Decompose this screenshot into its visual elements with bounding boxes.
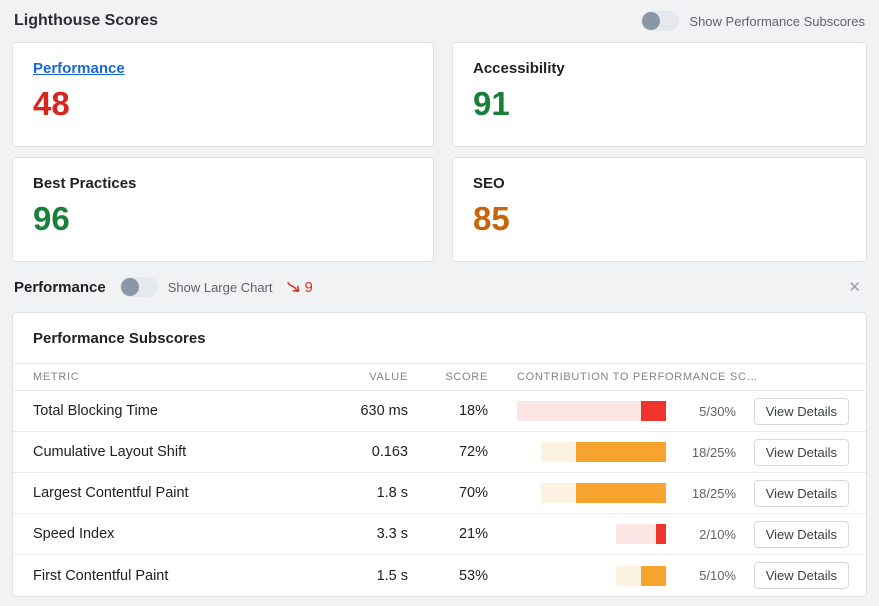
large-chart-toggle-label: Show Large Chart xyxy=(167,279,273,295)
score-card: Accessibility 91 xyxy=(452,42,867,147)
row-action-cell: View Details xyxy=(736,520,866,548)
column-header-value: VALUE xyxy=(369,371,408,383)
table-row: Largest Contentful Paint 1.8 s 70% 18/25… xyxy=(13,473,866,514)
column-header-contribution: CONTRIBUTION TO PERFORMANCE SC… xyxy=(517,371,759,383)
score-card-value: 96 xyxy=(33,200,70,237)
metric-name: First Contentful Paint xyxy=(33,567,169,584)
performance-subscores-card: Performance Subscores METRIC VALUE SCORE… xyxy=(12,312,867,597)
score-card-label: Best Practices xyxy=(33,175,137,192)
score-card-grid: Performance 48 Accessibility 91 Best Pra… xyxy=(0,42,879,262)
trend-value: 9 xyxy=(304,278,313,296)
score-card-value: 48 xyxy=(33,85,70,122)
view-details-button[interactable]: View Details xyxy=(753,562,849,589)
metric-score: 70% xyxy=(458,485,488,501)
contribution-bar-fill xyxy=(576,483,666,503)
contribution-label: 5/30% xyxy=(699,403,736,419)
view-details-button[interactable]: View Details xyxy=(753,397,849,425)
contribution-bar-fill xyxy=(641,401,666,421)
column-header-metric: METRIC xyxy=(33,371,80,383)
show-large-chart-toggle[interactable] xyxy=(119,277,158,297)
subscores-table-header: METRIC VALUE SCORE CONTRIBUTION TO PERFO… xyxy=(13,363,866,391)
score-card: SEO 85 xyxy=(452,157,867,262)
contribution-bar-track xyxy=(517,401,666,421)
view-details-button[interactable]: View Details xyxy=(753,479,849,507)
metric-name: Speed Index xyxy=(33,526,115,542)
metric-score: 18% xyxy=(458,403,488,419)
toggle-knob xyxy=(120,278,139,296)
top-header: Lighthouse Scores Show Performance Subsc… xyxy=(0,0,879,42)
metric-value: 630 ms xyxy=(360,403,408,419)
contribution-bar-fill xyxy=(656,524,666,544)
score-card-value: 91 xyxy=(473,85,510,122)
table-row: Speed Index 3.3 s 21% 2/10% View Details xyxy=(13,514,866,555)
view-details-button[interactable]: View Details xyxy=(753,438,849,466)
subscores-toggle-group: Show Performance Subscores xyxy=(641,11,865,31)
row-action-cell: View Details xyxy=(736,438,866,466)
score-card-value: 85 xyxy=(473,200,510,237)
metric-value: 3.3 s xyxy=(376,526,408,542)
contribution-bar-cell xyxy=(517,524,666,544)
contribution-bar-track xyxy=(616,524,666,544)
subscores-toggle-label: Show Performance Subscores xyxy=(689,13,865,29)
table-row: Cumulative Layout Shift 0.163 72% 18/25%… xyxy=(13,432,866,473)
row-action-cell: View Details xyxy=(736,479,866,507)
metric-score: 53% xyxy=(458,567,488,584)
score-card-label: Accessibility xyxy=(473,60,565,77)
contribution-bar-cell xyxy=(517,401,666,421)
show-performance-subscores-toggle[interactable] xyxy=(641,11,680,31)
contribution-bar-track xyxy=(541,442,666,462)
score-card-label[interactable]: Performance xyxy=(33,60,125,77)
contribution-bar-fill xyxy=(641,565,666,586)
column-header-score: SCORE xyxy=(445,371,488,383)
contribution-label: 18/25% xyxy=(691,485,736,501)
table-row: First Contentful Paint 1.5 s 53% 5/10% V… xyxy=(13,555,866,596)
subscores-table-body: Total Blocking Time 630 ms 18% 5/30% Vie… xyxy=(13,391,866,596)
close-icon[interactable]: ✕ xyxy=(848,278,861,296)
metric-name: Cumulative Layout Shift xyxy=(33,444,187,460)
contribution-bar-track xyxy=(541,483,666,503)
contribution-label: 5/10% xyxy=(699,568,736,583)
contribution-label: 2/10% xyxy=(699,526,736,542)
subscores-table-title: Performance Subscores xyxy=(33,330,206,347)
row-action-cell: View Details xyxy=(736,397,866,425)
metric-value: 0.163 xyxy=(371,444,408,460)
contribution-bar-track xyxy=(616,565,666,586)
contribution-label: 18/25% xyxy=(691,444,736,460)
metric-value: 1.8 s xyxy=(376,485,408,501)
contribution-bar-cell xyxy=(517,565,666,586)
contribution-bar-cell xyxy=(517,442,666,462)
performance-section-header: Performance Show Large Chart 9 ✕ xyxy=(0,262,879,312)
score-trend: 9 xyxy=(286,279,313,296)
table-row: Total Blocking Time 630 ms 18% 5/30% Vie… xyxy=(13,391,866,432)
score-card: Best Practices 96 xyxy=(12,157,434,262)
contribution-bar-fill xyxy=(576,442,666,462)
metric-score: 21% xyxy=(458,526,488,542)
performance-section-title: Performance xyxy=(14,278,106,296)
toggle-knob xyxy=(642,12,661,30)
score-card: Performance 48 xyxy=(12,42,434,147)
metric-score: 72% xyxy=(458,444,488,460)
score-card-label: SEO xyxy=(473,175,505,192)
metric-name: Largest Contentful Paint xyxy=(33,485,189,501)
contribution-bar-cell xyxy=(517,483,666,503)
page-title: Lighthouse Scores xyxy=(14,12,159,29)
metric-value: 1.5 s xyxy=(376,567,408,584)
trend-down-icon xyxy=(286,281,299,293)
metric-name: Total Blocking Time xyxy=(33,403,158,419)
row-action-cell: View Details xyxy=(736,562,866,589)
view-details-button[interactable]: View Details xyxy=(753,520,849,548)
